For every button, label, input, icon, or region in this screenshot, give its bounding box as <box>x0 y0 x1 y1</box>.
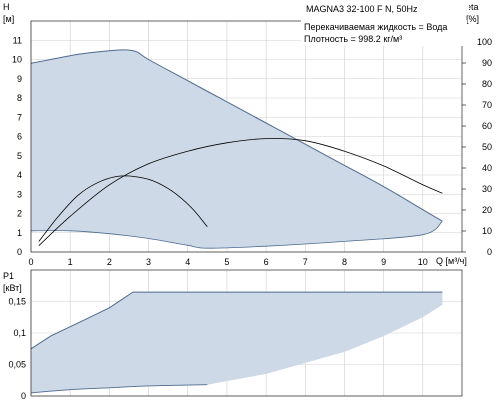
y-tick-label-eta: 50 <box>482 142 492 152</box>
min-head-curve <box>30 220 443 249</box>
annotation-background <box>301 20 467 46</box>
operating-range-fill <box>31 49 443 249</box>
y-tick-label-h: 7 <box>17 112 22 122</box>
power-range-area <box>30 291 443 394</box>
y-tick-label-h: 4 <box>17 170 22 180</box>
y-tick-label-eta: 80 <box>482 79 492 89</box>
y-tick-label-p1: 0 <box>21 391 26 400</box>
y-axis-label-p1: P1 <box>3 271 14 281</box>
efficiency-max-line <box>38 138 443 246</box>
power-range-fill <box>31 292 443 393</box>
x-tick-label: 10 <box>418 257 428 267</box>
y-tick-label-h: 5 <box>17 151 22 161</box>
chart-title: MAGNA3 32-100 F N, 50Hz <box>306 4 418 14</box>
y-tick-label-h: 10 <box>12 55 22 65</box>
x-tick-label: 1 <box>68 257 73 267</box>
top-chart-ticks: 0 1 2 3 4 5 6 7 8 9 100123456789101101020304050607… <box>12 35 492 267</box>
efficiency-min-line <box>38 175 208 242</box>
y-tick-label-eta: 20 <box>482 205 492 215</box>
y-tick-label-eta: 60 <box>482 121 492 131</box>
x-tick-label: 9 <box>381 257 386 267</box>
min-power-curve <box>30 384 208 394</box>
y-tick-label-eta: 90 <box>482 58 492 68</box>
y-axis-unit-p1: [кВт] <box>3 283 22 293</box>
x-tick-label: 7 <box>303 257 308 267</box>
x-tick-label: 5 <box>224 257 229 267</box>
title-background <box>304 3 469 15</box>
y-tick-label-eta: 40 <box>482 163 492 173</box>
x-tick-label: 4 <box>185 257 190 267</box>
y-axis-unit-eta: [%] <box>466 14 479 24</box>
y-tick-label-h: 11 <box>13 35 22 45</box>
y-tick-label-eta: 0 <box>487 247 492 257</box>
top-chart-frame <box>30 20 463 253</box>
bottom-chart-ticks: 0 0,05 0,1 0,15 <box>8 297 26 400</box>
x-tick-label: 3 <box>146 257 151 267</box>
max-head-curve <box>30 49 443 222</box>
y-tick-label-h: 2 <box>17 209 22 219</box>
y-axis-label-eta: eta <box>466 2 479 12</box>
y-tick-label-eta: 70 <box>482 100 492 110</box>
y-tick-label-p1: 0,1 <box>13 328 26 338</box>
annotation-liquid: Перекачиваемая жидкость = Вода <box>304 22 447 32</box>
x-tick-label: 8 <box>342 257 347 267</box>
y-tick-label-h: 1 <box>17 228 22 238</box>
x-tick-label: 6 <box>264 257 269 267</box>
x-tick-label: 0 <box>28 257 33 267</box>
top-operating-range-area <box>30 49 443 249</box>
bottom-chart-frame <box>30 269 463 397</box>
y-tick-label-h: 0 <box>17 247 22 257</box>
y-tick-label-h: 3 <box>17 189 22 199</box>
max-power-curve <box>30 291 443 350</box>
y-tick-label-eta: 10 <box>482 226 492 236</box>
y-tick-label-eta: 30 <box>482 184 492 194</box>
x-tick-label: 2 <box>107 257 112 267</box>
y-axis-label-h: H <box>3 2 10 12</box>
x-axis-label: Q [м³/ч] <box>436 256 467 266</box>
y-tick-label-h: 9 <box>17 74 22 84</box>
annotation-density: Плотность = 998.2 кг/м³ <box>304 34 402 44</box>
y-tick-label-h: 6 <box>17 132 22 142</box>
y-axis-unit-h: [м] <box>3 14 14 24</box>
y-tick-label-p1: 0,05 <box>8 360 26 370</box>
y-tick-label-p1: 0,15 <box>8 297 26 307</box>
top-chart-lines <box>38 138 443 246</box>
y-tick-label-h: 8 <box>17 93 22 103</box>
y-tick-label-eta: 100 <box>477 37 492 47</box>
